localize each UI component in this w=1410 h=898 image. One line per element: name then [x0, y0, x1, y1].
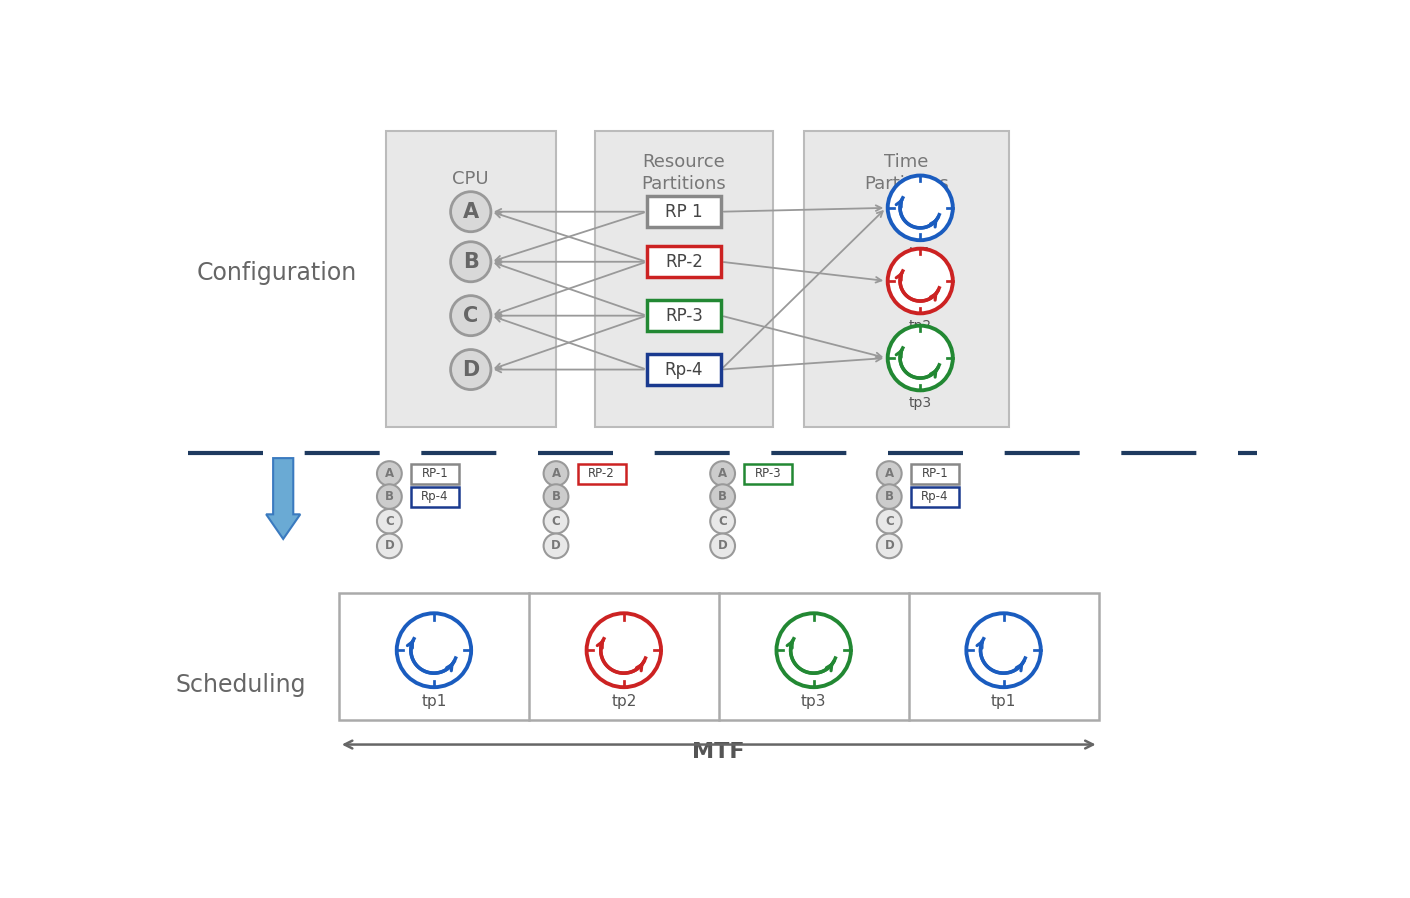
Text: D: D	[385, 540, 395, 552]
Text: D: D	[551, 540, 561, 552]
Bar	[744, 463, 792, 483]
Circle shape	[451, 349, 491, 390]
Circle shape	[451, 295, 491, 336]
Circle shape	[888, 175, 953, 240]
Text: A: A	[462, 202, 479, 222]
Text: Configuration: Configuration	[197, 261, 357, 286]
Circle shape	[376, 533, 402, 559]
Text: RP 1: RP 1	[666, 203, 702, 221]
Circle shape	[877, 484, 901, 509]
Text: Scheduling: Scheduling	[175, 674, 306, 697]
Text: C: C	[551, 515, 560, 528]
Text: RP-3: RP-3	[666, 306, 702, 325]
Text: B: B	[551, 490, 561, 503]
Circle shape	[376, 509, 402, 533]
Text: RP-2: RP-2	[588, 467, 615, 480]
Circle shape	[877, 509, 901, 533]
Circle shape	[376, 462, 402, 486]
Text: D: D	[884, 540, 894, 552]
Bar	[385, 131, 556, 427]
Bar	[911, 487, 959, 506]
Bar	[412, 487, 460, 506]
Text: RP-2: RP-2	[666, 252, 702, 271]
Circle shape	[396, 613, 471, 687]
Text: RP-1: RP-1	[422, 467, 448, 480]
Text: C: C	[718, 515, 728, 528]
Circle shape	[888, 326, 953, 391]
Text: tp1: tp1	[991, 693, 1017, 709]
Circle shape	[888, 249, 953, 313]
Circle shape	[711, 533, 735, 559]
Text: D: D	[718, 540, 728, 552]
Circle shape	[544, 509, 568, 533]
Text: CPU: CPU	[453, 170, 489, 188]
Circle shape	[587, 613, 661, 687]
Bar	[647, 246, 721, 277]
Circle shape	[877, 533, 901, 559]
Text: C: C	[462, 305, 478, 326]
Bar	[338, 593, 1098, 720]
Bar	[647, 300, 721, 331]
Text: C: C	[885, 515, 894, 528]
Bar	[647, 354, 721, 385]
Text: RP-3: RP-3	[754, 467, 781, 480]
Text: Rp-4: Rp-4	[422, 490, 448, 503]
FancyArrow shape	[266, 458, 300, 539]
Text: tp3: tp3	[908, 396, 932, 409]
Text: C: C	[385, 515, 393, 528]
Circle shape	[711, 484, 735, 509]
Circle shape	[966, 613, 1041, 687]
Circle shape	[451, 191, 491, 232]
Text: A: A	[884, 467, 894, 480]
Text: B: B	[462, 251, 478, 272]
Circle shape	[376, 484, 402, 509]
Text: tp2: tp2	[908, 319, 932, 332]
Text: A: A	[718, 467, 728, 480]
Text: tp1: tp1	[908, 245, 932, 260]
Text: Rp-4: Rp-4	[664, 361, 704, 379]
Text: Rp-4: Rp-4	[921, 490, 949, 503]
Circle shape	[544, 484, 568, 509]
Bar	[578, 463, 626, 483]
Circle shape	[451, 242, 491, 282]
Text: tp2: tp2	[611, 693, 636, 709]
Text: tp1: tp1	[422, 693, 447, 709]
Text: D: D	[462, 359, 479, 380]
Text: RP-1: RP-1	[922, 467, 949, 480]
Text: B: B	[884, 490, 894, 503]
Circle shape	[877, 462, 901, 486]
Circle shape	[711, 462, 735, 486]
Circle shape	[544, 533, 568, 559]
Bar	[804, 131, 1010, 427]
Circle shape	[711, 509, 735, 533]
Text: Resource
Partitions: Resource Partitions	[642, 154, 726, 193]
Bar	[412, 463, 460, 483]
Text: A: A	[551, 467, 561, 480]
Text: B: B	[385, 490, 393, 503]
Text: B: B	[718, 490, 728, 503]
Text: Time
Partitions: Time Partitions	[864, 154, 949, 193]
Bar	[911, 463, 959, 483]
Bar	[647, 197, 721, 227]
Circle shape	[777, 613, 850, 687]
Bar	[595, 131, 773, 427]
Circle shape	[544, 462, 568, 486]
Text: A: A	[385, 467, 393, 480]
Text: tp3: tp3	[801, 693, 826, 709]
Text: MTF: MTF	[692, 743, 744, 762]
